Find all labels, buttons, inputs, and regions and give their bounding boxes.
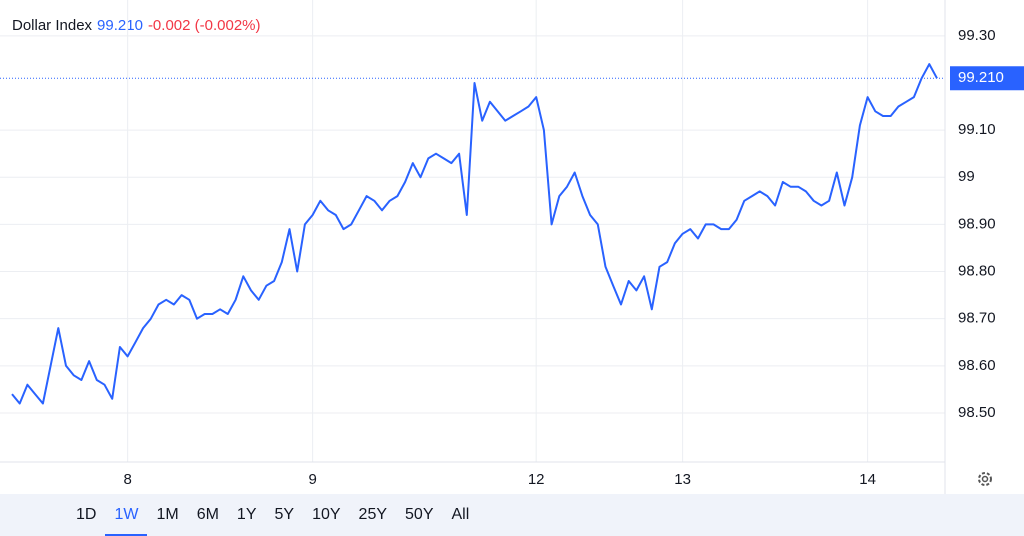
range-button[interactable]: 5Y [274,506,295,523]
chart-title: Dollar Index [12,17,93,34]
range-button[interactable]: 50Y [405,506,434,523]
range-button[interactable]: 1W [105,494,148,536]
range-button[interactable]: 6M [196,506,219,523]
last-price-label: 99.210 [958,69,1004,86]
y-tick-label: 98.90 [958,215,996,232]
x-tick-label: 14 [859,471,876,488]
range-button[interactable]: All [451,506,470,523]
y-tick-label: 98.50 [958,404,996,421]
y-tick-label: 99 [958,168,975,185]
range-button[interactable]: 25Y [358,506,388,523]
range-button[interactable]: 1Y [236,506,257,523]
last-price: 99.210 [97,17,143,34]
range-button[interactable]: 1M [156,506,179,523]
range-button[interactable]: 10Y [312,506,341,523]
y-tick-label: 98.80 [958,263,996,280]
range-bar: 1D 1W 1M 6M 1Y 5Y 10Y 25Y 50Y All [0,494,1024,536]
price-change: -0.002 (-0.002%) [148,17,261,34]
last-price-marker [950,66,1024,91]
price-line [11,63,938,405]
y-tick-label: 98.70 [958,310,996,327]
y-tick-label: 98.60 [958,357,996,374]
y-tick-label: 99.10 [958,121,996,138]
y-tick-label: 99.30 [958,27,996,44]
range-button[interactable]: 1D [76,506,97,523]
x-tick-label: 8 [123,471,131,488]
chart: Dollar Index 99.210 -0.002 (-0.002%) 98.… [0,0,1024,494]
settings-icon[interactable] [978,472,992,486]
x-tick-label: 13 [674,471,691,488]
x-tick-label: 9 [308,471,316,488]
x-tick-label: 12 [528,471,545,488]
